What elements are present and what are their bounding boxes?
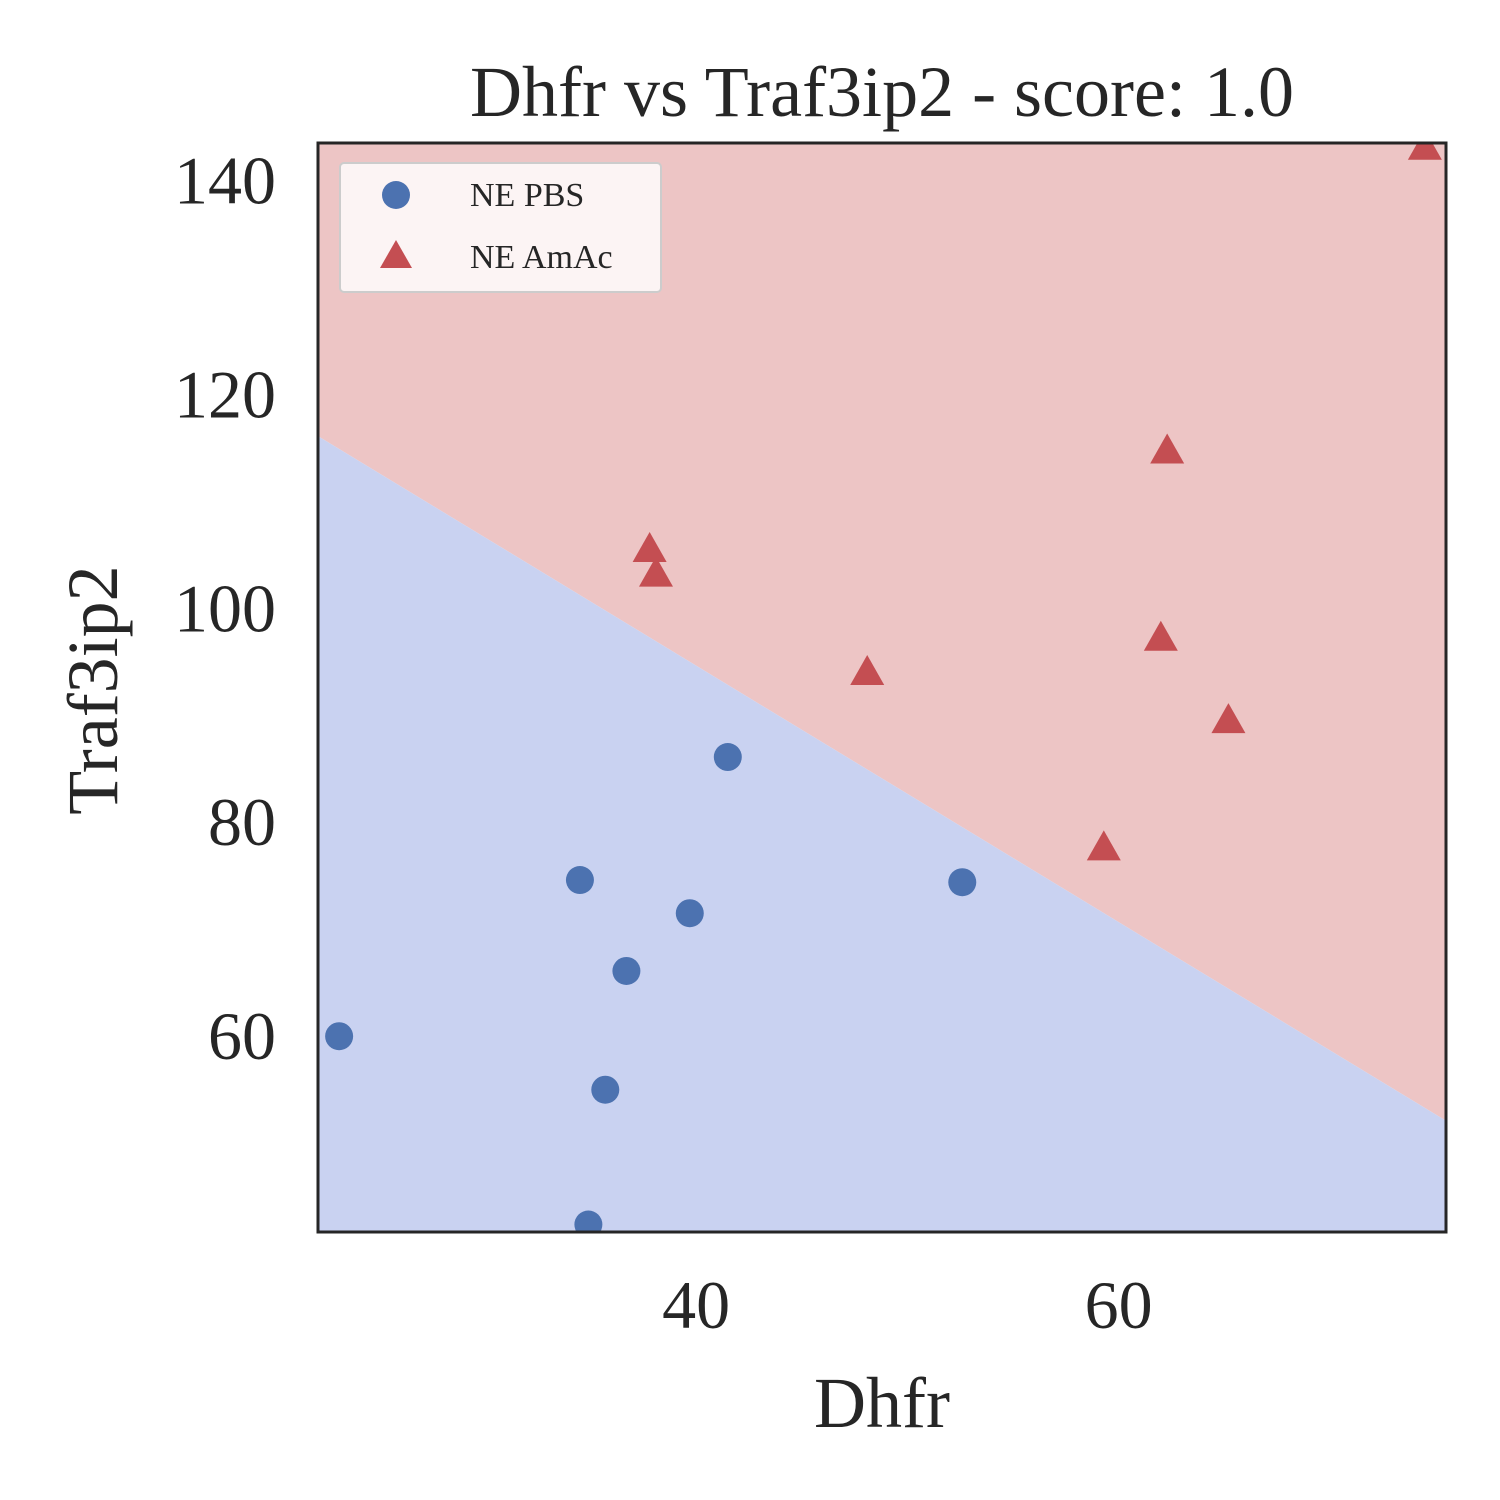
legend-box bbox=[339, 162, 662, 293]
x-axis-label: Dhfr bbox=[814, 1363, 950, 1443]
x-tick-labels: 40 60 bbox=[662, 1267, 1152, 1343]
plot-frame bbox=[316, 141, 1448, 1234]
ne-pbs-point bbox=[713, 743, 742, 772]
ne-amac-point bbox=[1211, 703, 1246, 734]
region-ne-amac bbox=[318, 143, 1446, 1121]
ne-amac-point bbox=[1150, 433, 1185, 464]
y-tick-label: 140 bbox=[174, 142, 276, 218]
chart-title: Dhfr vs Traf3ip2 - score: 1.0 bbox=[470, 52, 1294, 132]
ne-pbs-point bbox=[325, 1022, 354, 1051]
ne-pbs-point bbox=[675, 899, 704, 928]
region-ne-pbs bbox=[318, 436, 1446, 1232]
ne-amac-point bbox=[638, 556, 673, 587]
ne-amac-point bbox=[1143, 620, 1178, 651]
ne-pbs-point bbox=[612, 956, 641, 985]
legend-label-ne-amac: NE AmAc bbox=[470, 239, 613, 276]
ne-pbs-point bbox=[948, 868, 977, 897]
y-tick-label: 80 bbox=[208, 784, 276, 860]
ne-pbs-point bbox=[574, 1210, 603, 1232]
ne-amac-point bbox=[1086, 830, 1121, 861]
ne-amac-point bbox=[632, 531, 667, 562]
y-tick-label: 120 bbox=[174, 356, 276, 432]
x-tick-label: 60 bbox=[1085, 1267, 1153, 1343]
y-tick-labels: 60 80 100 120 140 bbox=[174, 142, 276, 1074]
legend-label-ne-pbs: NE PBS bbox=[470, 177, 584, 214]
data-points bbox=[325, 143, 1442, 1232]
y-tick-label: 100 bbox=[174, 570, 276, 646]
legend-triangle-marker bbox=[380, 240, 412, 268]
ne-amac-point bbox=[850, 654, 885, 685]
legend-circle-marker bbox=[382, 181, 410, 209]
x-tick-label: 40 bbox=[662, 1267, 730, 1343]
legend: NE PBS NE AmAc bbox=[339, 162, 662, 293]
y-axis-label: Traf3ip2 bbox=[53, 565, 133, 814]
ne-pbs-point bbox=[565, 866, 594, 895]
ne-amac-point bbox=[1407, 143, 1442, 160]
decision-regions bbox=[318, 143, 1446, 1232]
ne-pbs-point bbox=[591, 1075, 620, 1104]
y-tick-label: 60 bbox=[208, 998, 276, 1074]
